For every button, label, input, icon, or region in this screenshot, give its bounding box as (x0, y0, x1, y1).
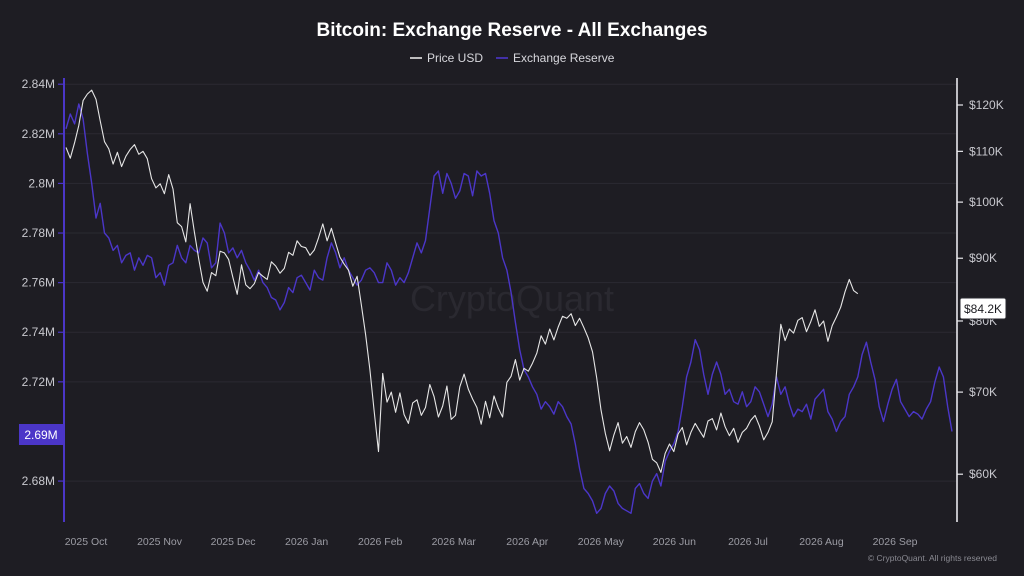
x-tick-label: 2026 Aug (799, 536, 844, 548)
x-tick-label: 2026 Feb (358, 536, 403, 548)
x-tick-label: 2026 May (578, 536, 625, 548)
left-tick-label: 2.8M (28, 176, 55, 190)
right-current-value-badge: $84.2K (959, 297, 1007, 320)
grid-lines (64, 83, 957, 482)
x-tick-label: 2026 Jul (728, 536, 768, 548)
x-tick-label: 2025 Dec (211, 536, 256, 548)
right-tick-label: $70K (969, 385, 997, 399)
x-tick-label: 2025 Nov (137, 536, 183, 548)
right-tick-label: $90K (969, 251, 997, 265)
series-price-usd[interactable] (65, 89, 859, 473)
right-tick-label: $120K (969, 98, 1004, 112)
right-tick-label: $110K (969, 144, 1003, 158)
left-tick-label: 2.68M (22, 474, 55, 488)
right-axis-ticks: $120K$110K$100K$90K$80K$70K$60K (957, 98, 1004, 481)
left-axis-ticks: 2.84M 2.82M 2.8M 2.78M 2.76M 2.74M 2.72M 2.68M (22, 77, 64, 488)
left-badge-label: 2.69M (24, 428, 57, 442)
x-tick-label: 2026 Apr (506, 536, 549, 548)
left-tick-label: 2.72M (22, 375, 55, 389)
left-tick-label: 2.78M (22, 226, 55, 240)
left-tick-label: 2.76M (22, 276, 55, 290)
series-exchange-reserve[interactable] (65, 103, 953, 514)
right-tick-label: $100K (969, 195, 1004, 209)
x-tick-label: 2025 Oct (65, 536, 108, 548)
right-tick-label: $60K (969, 467, 997, 481)
left-current-value-badge: 2.69M (19, 424, 63, 445)
legend-reserve-label[interactable]: Exchange Reserve (513, 51, 615, 65)
x-tick-label: 2026 Mar (432, 536, 477, 548)
x-axis-ticks: 2025 Oct 2025 Nov 2025 Dec 2026 Jan 2026 Feb… (65, 536, 918, 548)
left-tick-label: 2.82M (22, 127, 55, 141)
left-badge-background (19, 424, 63, 445)
copyright-text: © CryptoQuant. All rights reserved (868, 553, 997, 563)
right-badge-background (959, 297, 1007, 320)
x-tick-label: 2026 Jun (653, 536, 696, 548)
legend-price-label[interactable]: Price USD (427, 51, 483, 65)
left-tick-label: 2.74M (22, 325, 55, 339)
left-tick-label: 2.84M (22, 77, 55, 91)
chart-title: Bitcoin: Exchange Reserve - All Exchange… (316, 20, 707, 41)
legend[interactable]: Price USD Exchange Reserve (410, 51, 615, 65)
x-tick-label: 2026 Sep (873, 536, 918, 548)
right-badge-label: $84.2K (964, 302, 1002, 316)
x-tick-label: 2026 Jan (285, 536, 328, 548)
